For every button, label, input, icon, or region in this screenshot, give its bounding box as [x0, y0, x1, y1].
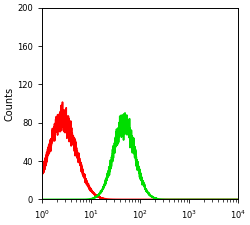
- Y-axis label: Counts: Counts: [4, 86, 14, 121]
